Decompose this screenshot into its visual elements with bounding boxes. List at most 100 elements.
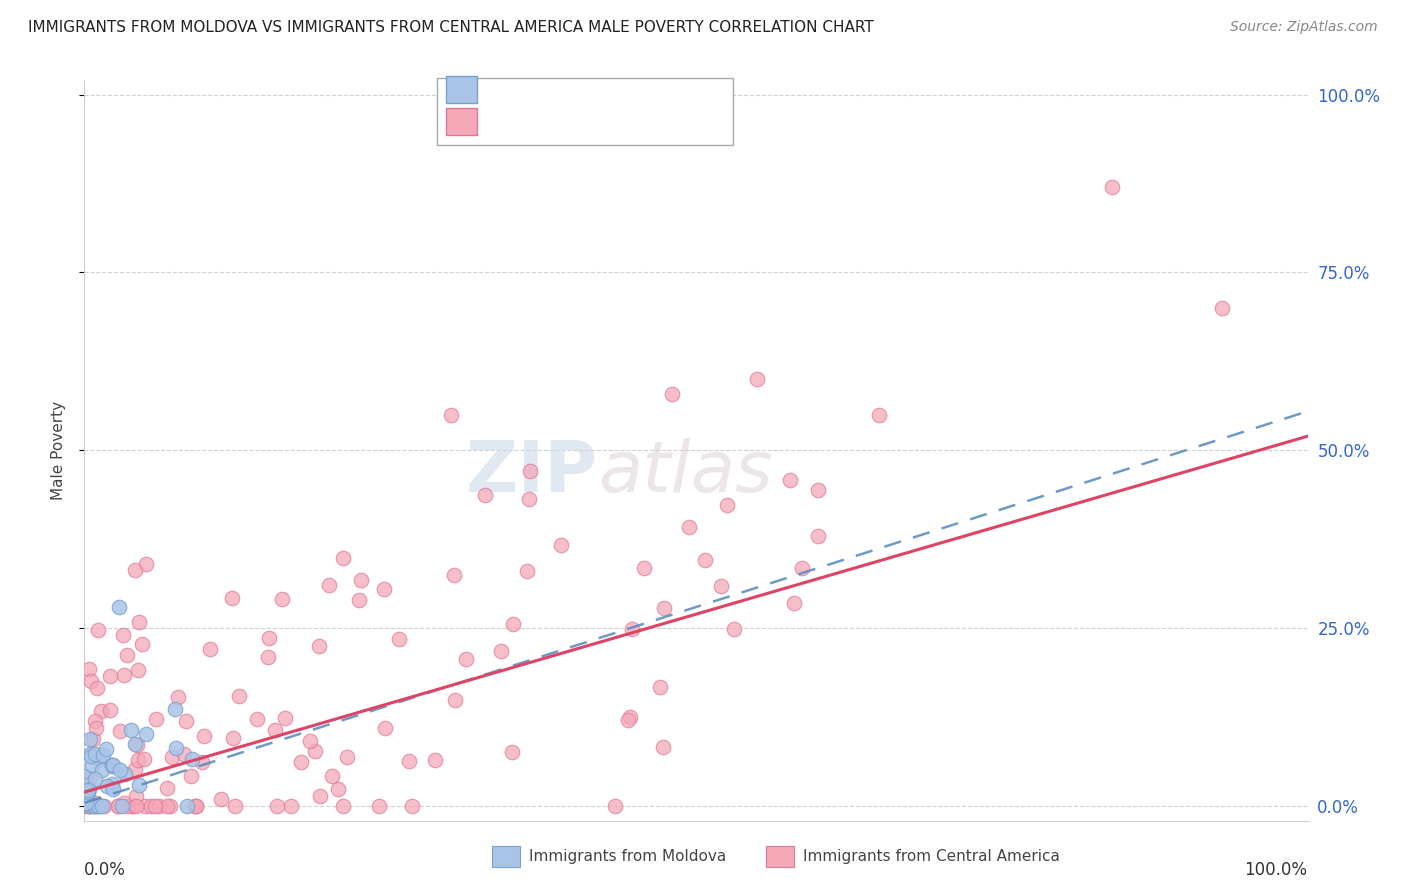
Point	[304, 744, 326, 758]
Point	[117, 648, 139, 662]
Point	[117, 799, 139, 814]
Point	[84, 799, 107, 814]
Point	[318, 578, 340, 592]
Point	[83, 747, 105, 761]
Point	[101, 758, 124, 772]
Point	[180, 752, 202, 766]
Point	[135, 558, 157, 572]
Point	[246, 712, 269, 726]
Point	[198, 642, 221, 657]
Point	[270, 592, 292, 607]
Point	[79, 799, 101, 814]
Point	[651, 739, 673, 754]
Point	[184, 799, 207, 814]
Point	[373, 582, 395, 596]
Point	[652, 601, 675, 615]
Point	[83, 714, 105, 729]
Point	[77, 781, 100, 796]
Point	[779, 473, 801, 487]
Point	[350, 573, 373, 587]
Point	[148, 799, 170, 814]
Point	[335, 750, 357, 764]
Point	[107, 799, 129, 814]
Point	[101, 758, 124, 772]
Point	[83, 799, 105, 814]
Point	[616, 714, 638, 728]
Point	[77, 771, 100, 785]
Point	[491, 644, 513, 658]
Point	[132, 752, 155, 766]
Point	[321, 769, 343, 783]
Point	[112, 628, 135, 642]
Point	[156, 799, 179, 814]
Point	[332, 799, 354, 814]
Point	[807, 483, 830, 497]
Point	[75, 790, 97, 805]
Point	[112, 796, 135, 810]
Point	[79, 799, 101, 814]
Point	[98, 669, 121, 683]
Point	[716, 498, 738, 512]
Point	[135, 726, 157, 740]
Point	[120, 723, 142, 738]
Text: Source: ZipAtlas.com: Source: ZipAtlas.com	[1230, 20, 1378, 34]
Point	[107, 799, 129, 814]
Point	[124, 563, 146, 577]
Point	[209, 791, 232, 805]
Point	[87, 752, 110, 766]
Point	[619, 709, 641, 723]
Text: Immigrants from Moldova: Immigrants from Moldova	[529, 849, 725, 863]
Point	[86, 681, 108, 695]
Point	[398, 754, 420, 768]
Point	[131, 636, 153, 650]
Point	[160, 750, 183, 764]
Point	[176, 799, 198, 814]
Point	[517, 492, 540, 507]
Point	[111, 799, 134, 814]
Point	[264, 723, 287, 737]
Point	[79, 749, 101, 764]
Y-axis label: Male Poverty: Male Poverty	[51, 401, 66, 500]
Point	[368, 799, 391, 814]
Point	[603, 799, 626, 814]
Point	[423, 753, 446, 767]
Point	[91, 748, 114, 763]
Point	[107, 600, 129, 615]
Point	[280, 799, 302, 814]
Point	[501, 746, 523, 760]
Point	[299, 734, 322, 748]
Point	[101, 757, 124, 772]
Point	[308, 639, 330, 653]
Point	[633, 561, 655, 575]
Point	[309, 789, 332, 803]
Point	[274, 711, 297, 725]
Point	[792, 561, 814, 575]
Point	[108, 763, 131, 777]
Point	[374, 721, 396, 735]
Point	[869, 408, 891, 422]
Point	[127, 663, 149, 677]
Point	[90, 704, 112, 718]
Point	[127, 738, 149, 752]
Point	[82, 731, 104, 746]
Point	[326, 781, 349, 796]
Point	[184, 799, 207, 814]
Point	[440, 408, 463, 422]
Point	[77, 661, 100, 675]
Point	[266, 799, 288, 814]
Point	[84, 722, 107, 736]
Point	[723, 622, 745, 636]
Point	[165, 741, 187, 756]
Point	[747, 372, 769, 386]
Point	[86, 796, 108, 810]
Point	[678, 520, 700, 534]
Point	[90, 763, 112, 777]
Point	[180, 769, 202, 783]
Point	[650, 680, 672, 694]
Point	[101, 777, 124, 791]
Point	[121, 799, 143, 814]
Point	[75, 778, 97, 792]
Point	[103, 781, 125, 796]
Point	[388, 632, 411, 647]
Point	[145, 799, 167, 814]
